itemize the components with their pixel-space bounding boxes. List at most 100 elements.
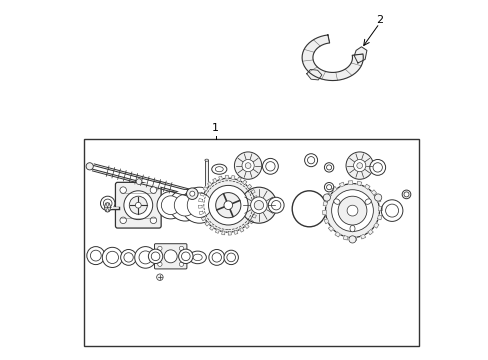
- Polygon shape: [356, 181, 361, 186]
- Circle shape: [134, 247, 156, 268]
- Polygon shape: [373, 223, 378, 228]
- Circle shape: [250, 197, 266, 213]
- Ellipse shape: [292, 191, 325, 227]
- Polygon shape: [334, 232, 340, 237]
- Polygon shape: [378, 206, 382, 211]
- Circle shape: [174, 194, 196, 216]
- Circle shape: [208, 185, 247, 225]
- Polygon shape: [370, 190, 376, 195]
- Circle shape: [254, 201, 263, 210]
- Polygon shape: [253, 208, 258, 212]
- Polygon shape: [322, 211, 326, 215]
- Polygon shape: [199, 211, 203, 215]
- Polygon shape: [324, 219, 328, 224]
- Polygon shape: [354, 47, 366, 63]
- Circle shape: [120, 217, 126, 224]
- Circle shape: [148, 249, 163, 264]
- Circle shape: [244, 163, 250, 168]
- Polygon shape: [302, 35, 363, 81]
- Circle shape: [374, 194, 381, 201]
- Circle shape: [326, 185, 331, 190]
- Polygon shape: [364, 184, 369, 189]
- Polygon shape: [228, 231, 231, 235]
- Polygon shape: [360, 234, 365, 239]
- Ellipse shape: [333, 199, 339, 204]
- Polygon shape: [248, 220, 253, 224]
- Circle shape: [224, 250, 238, 265]
- Polygon shape: [201, 217, 205, 221]
- Circle shape: [348, 236, 355, 243]
- Polygon shape: [218, 176, 222, 180]
- Circle shape: [324, 183, 333, 192]
- Circle shape: [401, 190, 410, 199]
- Circle shape: [201, 178, 255, 232]
- Polygon shape: [204, 222, 209, 226]
- Circle shape: [271, 201, 280, 210]
- Ellipse shape: [364, 199, 370, 204]
- Circle shape: [186, 188, 198, 199]
- Polygon shape: [200, 192, 204, 196]
- Circle shape: [381, 200, 402, 221]
- Circle shape: [135, 202, 141, 208]
- Circle shape: [189, 191, 194, 196]
- Circle shape: [356, 163, 362, 168]
- Polygon shape: [250, 190, 255, 194]
- Polygon shape: [352, 237, 356, 240]
- Ellipse shape: [215, 167, 223, 172]
- Circle shape: [87, 247, 104, 265]
- Circle shape: [106, 251, 118, 264]
- Ellipse shape: [211, 164, 226, 174]
- Circle shape: [158, 246, 162, 251]
- Polygon shape: [209, 226, 214, 230]
- Circle shape: [150, 217, 156, 224]
- Polygon shape: [375, 197, 380, 202]
- Circle shape: [337, 196, 366, 225]
- Circle shape: [90, 250, 101, 261]
- Circle shape: [101, 196, 115, 211]
- Circle shape: [241, 187, 276, 223]
- Polygon shape: [246, 184, 251, 189]
- Circle shape: [179, 246, 183, 251]
- Circle shape: [157, 192, 184, 219]
- Text: 1: 1: [212, 123, 219, 133]
- Polygon shape: [215, 229, 219, 233]
- Circle shape: [215, 193, 241, 218]
- Circle shape: [369, 159, 385, 175]
- Polygon shape: [347, 181, 352, 185]
- Polygon shape: [323, 201, 327, 206]
- Circle shape: [161, 196, 180, 215]
- Circle shape: [242, 159, 254, 172]
- Polygon shape: [237, 177, 241, 181]
- Ellipse shape: [204, 188, 208, 190]
- Ellipse shape: [104, 203, 110, 212]
- Polygon shape: [251, 214, 256, 218]
- Circle shape: [323, 194, 330, 201]
- Ellipse shape: [193, 254, 202, 261]
- Circle shape: [307, 157, 314, 164]
- Circle shape: [403, 192, 408, 197]
- Circle shape: [123, 191, 152, 220]
- Circle shape: [123, 253, 133, 262]
- FancyBboxPatch shape: [154, 244, 186, 269]
- Polygon shape: [203, 186, 207, 191]
- Bar: [204, 160, 208, 189]
- Circle shape: [86, 163, 93, 170]
- Circle shape: [156, 274, 163, 280]
- FancyBboxPatch shape: [115, 183, 161, 228]
- Circle shape: [268, 197, 284, 213]
- Circle shape: [181, 252, 190, 261]
- Polygon shape: [331, 186, 336, 192]
- Circle shape: [187, 193, 211, 217]
- Circle shape: [208, 249, 224, 265]
- Circle shape: [372, 163, 382, 172]
- Polygon shape: [367, 229, 372, 235]
- Circle shape: [139, 251, 152, 264]
- Polygon shape: [225, 175, 228, 179]
- Circle shape: [103, 199, 112, 208]
- Polygon shape: [254, 202, 258, 205]
- Circle shape: [265, 162, 275, 171]
- Circle shape: [326, 165, 331, 170]
- Polygon shape: [377, 215, 381, 220]
- Bar: [84, 139, 418, 346]
- Ellipse shape: [189, 251, 206, 264]
